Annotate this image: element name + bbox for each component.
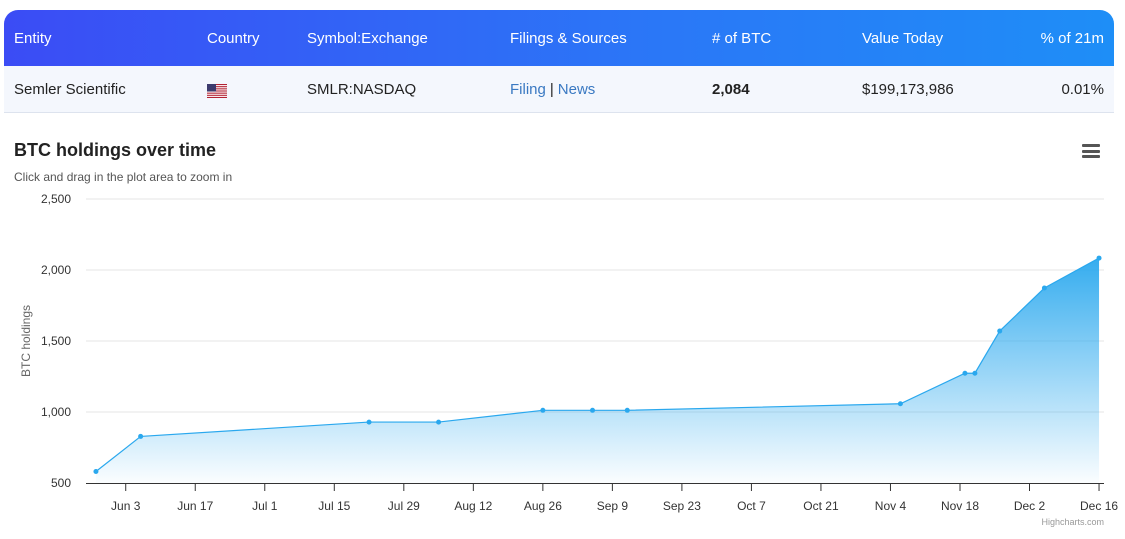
header-country[interactable]: Country — [207, 30, 260, 47]
data-point[interactable] — [897, 401, 903, 407]
x-tick-label: Dec 16 — [1080, 499, 1118, 513]
y-tick-label: 2,500 — [41, 192, 71, 206]
data-point[interactable] — [962, 370, 968, 376]
news-link[interactable]: News — [557, 81, 596, 98]
x-tick-label: Aug 26 — [524, 499, 562, 513]
table-row: Semler Scientific SMLR:NASDAQ Filing | New… — [4, 66, 1114, 113]
data-point[interactable] — [1041, 285, 1047, 291]
plot-area[interactable] — [93, 255, 1102, 483]
header-btc[interactable]: # of BTC — [712, 30, 772, 47]
x-tick-label: Sep 23 — [663, 499, 701, 513]
data-point[interactable] — [93, 468, 99, 474]
header-filings[interactable]: Filings & Sources — [510, 30, 627, 47]
header-entity[interactable]: Entity — [14, 30, 52, 47]
header-pct[interactable]: % of 21m — [1040, 30, 1104, 47]
x-tick-label: Oct 21 — [803, 499, 839, 513]
y-tick-label: 1,500 — [41, 334, 71, 348]
x-tick-label: Sep 9 — [597, 499, 629, 513]
data-point[interactable] — [624, 407, 630, 413]
data-point[interactable] — [436, 419, 442, 425]
x-tick-label: Oct 7 — [737, 499, 766, 513]
x-tick-label: Nov 4 — [875, 499, 907, 513]
holdings-table: Entity Country Symbol:Exchange Filings &… — [4, 10, 1114, 113]
series-area — [95, 258, 1100, 483]
x-tick-label: Jun 3 — [111, 499, 141, 513]
symbol-exchange: SMLR:NASDAQ — [307, 81, 417, 98]
data-point[interactable] — [997, 328, 1003, 334]
x-tick-label: Dec 2 — [1014, 499, 1046, 513]
data-point[interactable] — [366, 419, 372, 425]
header-value[interactable]: Value Today — [862, 30, 944, 47]
chart-subtitle: Click and drag in the plot area to zoom … — [14, 170, 233, 184]
x-tick-label: Jul 29 — [388, 499, 420, 513]
header-symbol[interactable]: Symbol:Exchange — [307, 30, 428, 47]
data-point[interactable] — [1096, 255, 1102, 261]
pct-of-21m: 0.01% — [1061, 81, 1104, 98]
y-tick-label: 1,000 — [41, 405, 71, 419]
x-tick-label: Nov 18 — [941, 499, 979, 513]
data-point[interactable] — [590, 407, 596, 413]
data-point[interactable] — [540, 407, 546, 413]
x-tick-label: Jun 17 — [177, 499, 213, 513]
highcharts-credits[interactable]: Highcharts.com — [1041, 517, 1104, 527]
y-axis-title: BTC holdings — [19, 305, 33, 377]
y-tick-label: 2,000 — [41, 263, 71, 277]
data-point[interactable] — [138, 433, 144, 439]
chart-title: BTC holdings over time — [14, 140, 217, 160]
us-flag-icon — [207, 84, 227, 98]
y-tick-label: 500 — [51, 476, 71, 490]
y-axis: 500 1,000 1,500 2,000 2,500 — [41, 192, 71, 490]
table-header: Entity Country Symbol:Exchange Filings &… — [4, 10, 1114, 66]
value-today: $199,173,986 — [862, 81, 954, 98]
x-tick-label: Jul 15 — [318, 499, 350, 513]
filings-cell: Filing | News — [510, 81, 595, 98]
filing-link[interactable]: Filing — [510, 81, 546, 98]
x-tick-label: Jul 1 — [252, 499, 278, 513]
x-tick-label: Aug 12 — [454, 499, 492, 513]
btc-count: 2,084 — [712, 81, 750, 98]
link-separator: | — [549, 81, 554, 98]
x-axis: Jun 3 Jun 17 Jul 1 Jul 15 Jul 29 Aug 12 Aug 26… — [86, 483, 1118, 513]
data-point[interactable] — [972, 370, 978, 376]
entity-name: Semler Scientific — [14, 81, 126, 98]
hamburger-menu-icon[interactable] — [1082, 144, 1100, 158]
